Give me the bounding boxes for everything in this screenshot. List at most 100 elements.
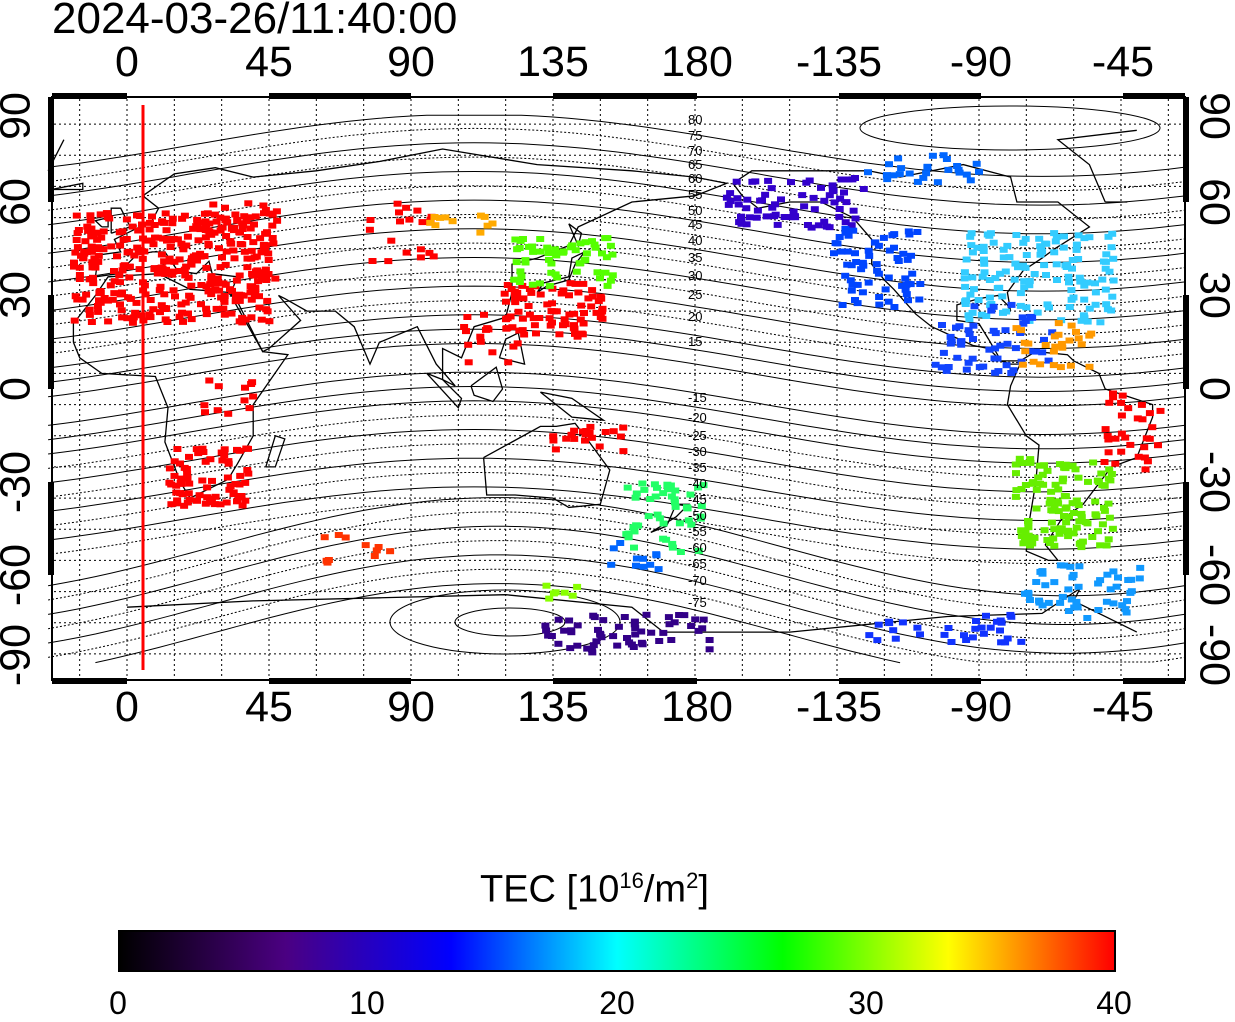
tec-data-cell (221, 312, 229, 318)
tec-data-cell (522, 260, 530, 266)
tec-data-cell (146, 226, 154, 232)
tec-data-cell (623, 635, 631, 641)
tec-data-cell (580, 310, 588, 316)
tec-data-cell (1106, 515, 1114, 521)
tec-data-cell (1075, 518, 1083, 524)
tec-data-cell (1062, 506, 1070, 512)
tec-data-cell (173, 446, 181, 452)
tec-data-cell (516, 268, 524, 274)
tec-data-cell (248, 379, 256, 385)
tec-data-cell (529, 249, 537, 255)
tec-data-cell (573, 643, 581, 649)
tec-data-cell (743, 197, 751, 203)
tec-data-cell (1073, 242, 1081, 248)
tec-data-cell (735, 202, 743, 208)
tec-data-cell (1101, 459, 1109, 465)
tec-data-cell (255, 293, 263, 299)
tec-data-cell (906, 171, 914, 177)
tec-data-cell (241, 249, 249, 255)
tec-data-cell (543, 245, 551, 251)
contour-label: 80 (688, 112, 702, 127)
tec-data-cell (798, 192, 806, 198)
tec-data-cell (543, 583, 551, 589)
tec-data-cell (129, 224, 137, 230)
tec-data-cell (1075, 563, 1083, 569)
tec-data-cell (973, 161, 981, 167)
tec-data-cell (875, 294, 883, 300)
tec-data-cell (1055, 320, 1063, 326)
tec-data-cell (236, 298, 244, 304)
tec-data-cell (929, 153, 937, 159)
tec-data-cell (1094, 478, 1102, 484)
tec-data-cell (86, 212, 94, 218)
tec-data-cell (1105, 449, 1113, 455)
tec-data-cell (963, 172, 971, 178)
tec-data-cell (963, 257, 971, 263)
tec-data-cell (1008, 302, 1016, 308)
tec-data-cell (652, 551, 660, 557)
tec-data-cell (548, 633, 556, 639)
tec-data-cell (1110, 278, 1118, 284)
tec-data-cell (88, 319, 96, 325)
tec-data-cell (235, 229, 243, 235)
tec-data-cell (1050, 349, 1058, 355)
tec-data-cell (772, 212, 780, 218)
tec-data-cell (1105, 536, 1113, 542)
tec-data-cell (1124, 405, 1132, 411)
tec-data-cell (209, 202, 217, 208)
tec-data-cell (342, 535, 350, 541)
tec-data-cell (647, 630, 655, 636)
tec-data-cell (916, 631, 924, 637)
tec-data-cell (228, 226, 236, 232)
tec-data-cell (1044, 301, 1052, 307)
colorbar (118, 930, 1116, 972)
tec-data-cell (1021, 348, 1029, 354)
tec-data-cell (1042, 272, 1050, 278)
tec-data-cell (882, 286, 890, 292)
tec-data-cell (630, 545, 638, 551)
tec-data-cell (1059, 478, 1067, 484)
tec-data-cell (1101, 483, 1109, 489)
tec-data-cell (621, 614, 629, 620)
tec-data-cell (610, 545, 618, 551)
tec-data-cell (666, 621, 674, 627)
tec-data-cell (999, 310, 1007, 316)
tec-data-cell (151, 265, 159, 271)
tec-data-cell (96, 288, 104, 294)
tec-data-cell (550, 308, 558, 314)
tec-data-cell (1024, 518, 1032, 524)
tec-data-cell (224, 458, 232, 464)
tec-data-cell (413, 208, 421, 214)
tec-data-cell (158, 252, 166, 258)
tec-data-cell (205, 288, 213, 294)
tec-data-cell (221, 205, 229, 211)
tec-data-cell (366, 227, 374, 233)
tec-data-cell (546, 315, 554, 321)
tec-data-cell (324, 560, 332, 566)
tec-data-cell (476, 230, 484, 236)
tec-data-cell (239, 503, 247, 509)
tec-data-cell (481, 214, 489, 220)
tec-data-cell (1109, 256, 1117, 262)
tec-data-cell (1040, 462, 1048, 468)
tec-data-cell (978, 312, 986, 318)
tec-data-cell (205, 378, 213, 384)
tec-data-cell (880, 235, 888, 241)
contour-label: 30 (688, 268, 702, 283)
tec-data-cell (1119, 393, 1127, 399)
tec-data-cell (841, 273, 849, 279)
tec-data-cell (193, 217, 201, 223)
tec-data-cell (655, 638, 663, 644)
tec-data-cell (615, 624, 623, 630)
tec-data-cell (687, 623, 695, 629)
tec-data-cell (1065, 274, 1073, 280)
tec-data-cell (465, 359, 473, 365)
tec-data-cell (247, 226, 255, 232)
tec-data-cell (179, 319, 187, 325)
tec-data-cell (602, 429, 610, 435)
tec-data-cell (1017, 639, 1025, 645)
tec-data-cell (1065, 514, 1073, 520)
tec-data-cell (163, 238, 171, 244)
tec-data-cell (587, 303, 595, 309)
tec-data-cell (208, 478, 216, 484)
